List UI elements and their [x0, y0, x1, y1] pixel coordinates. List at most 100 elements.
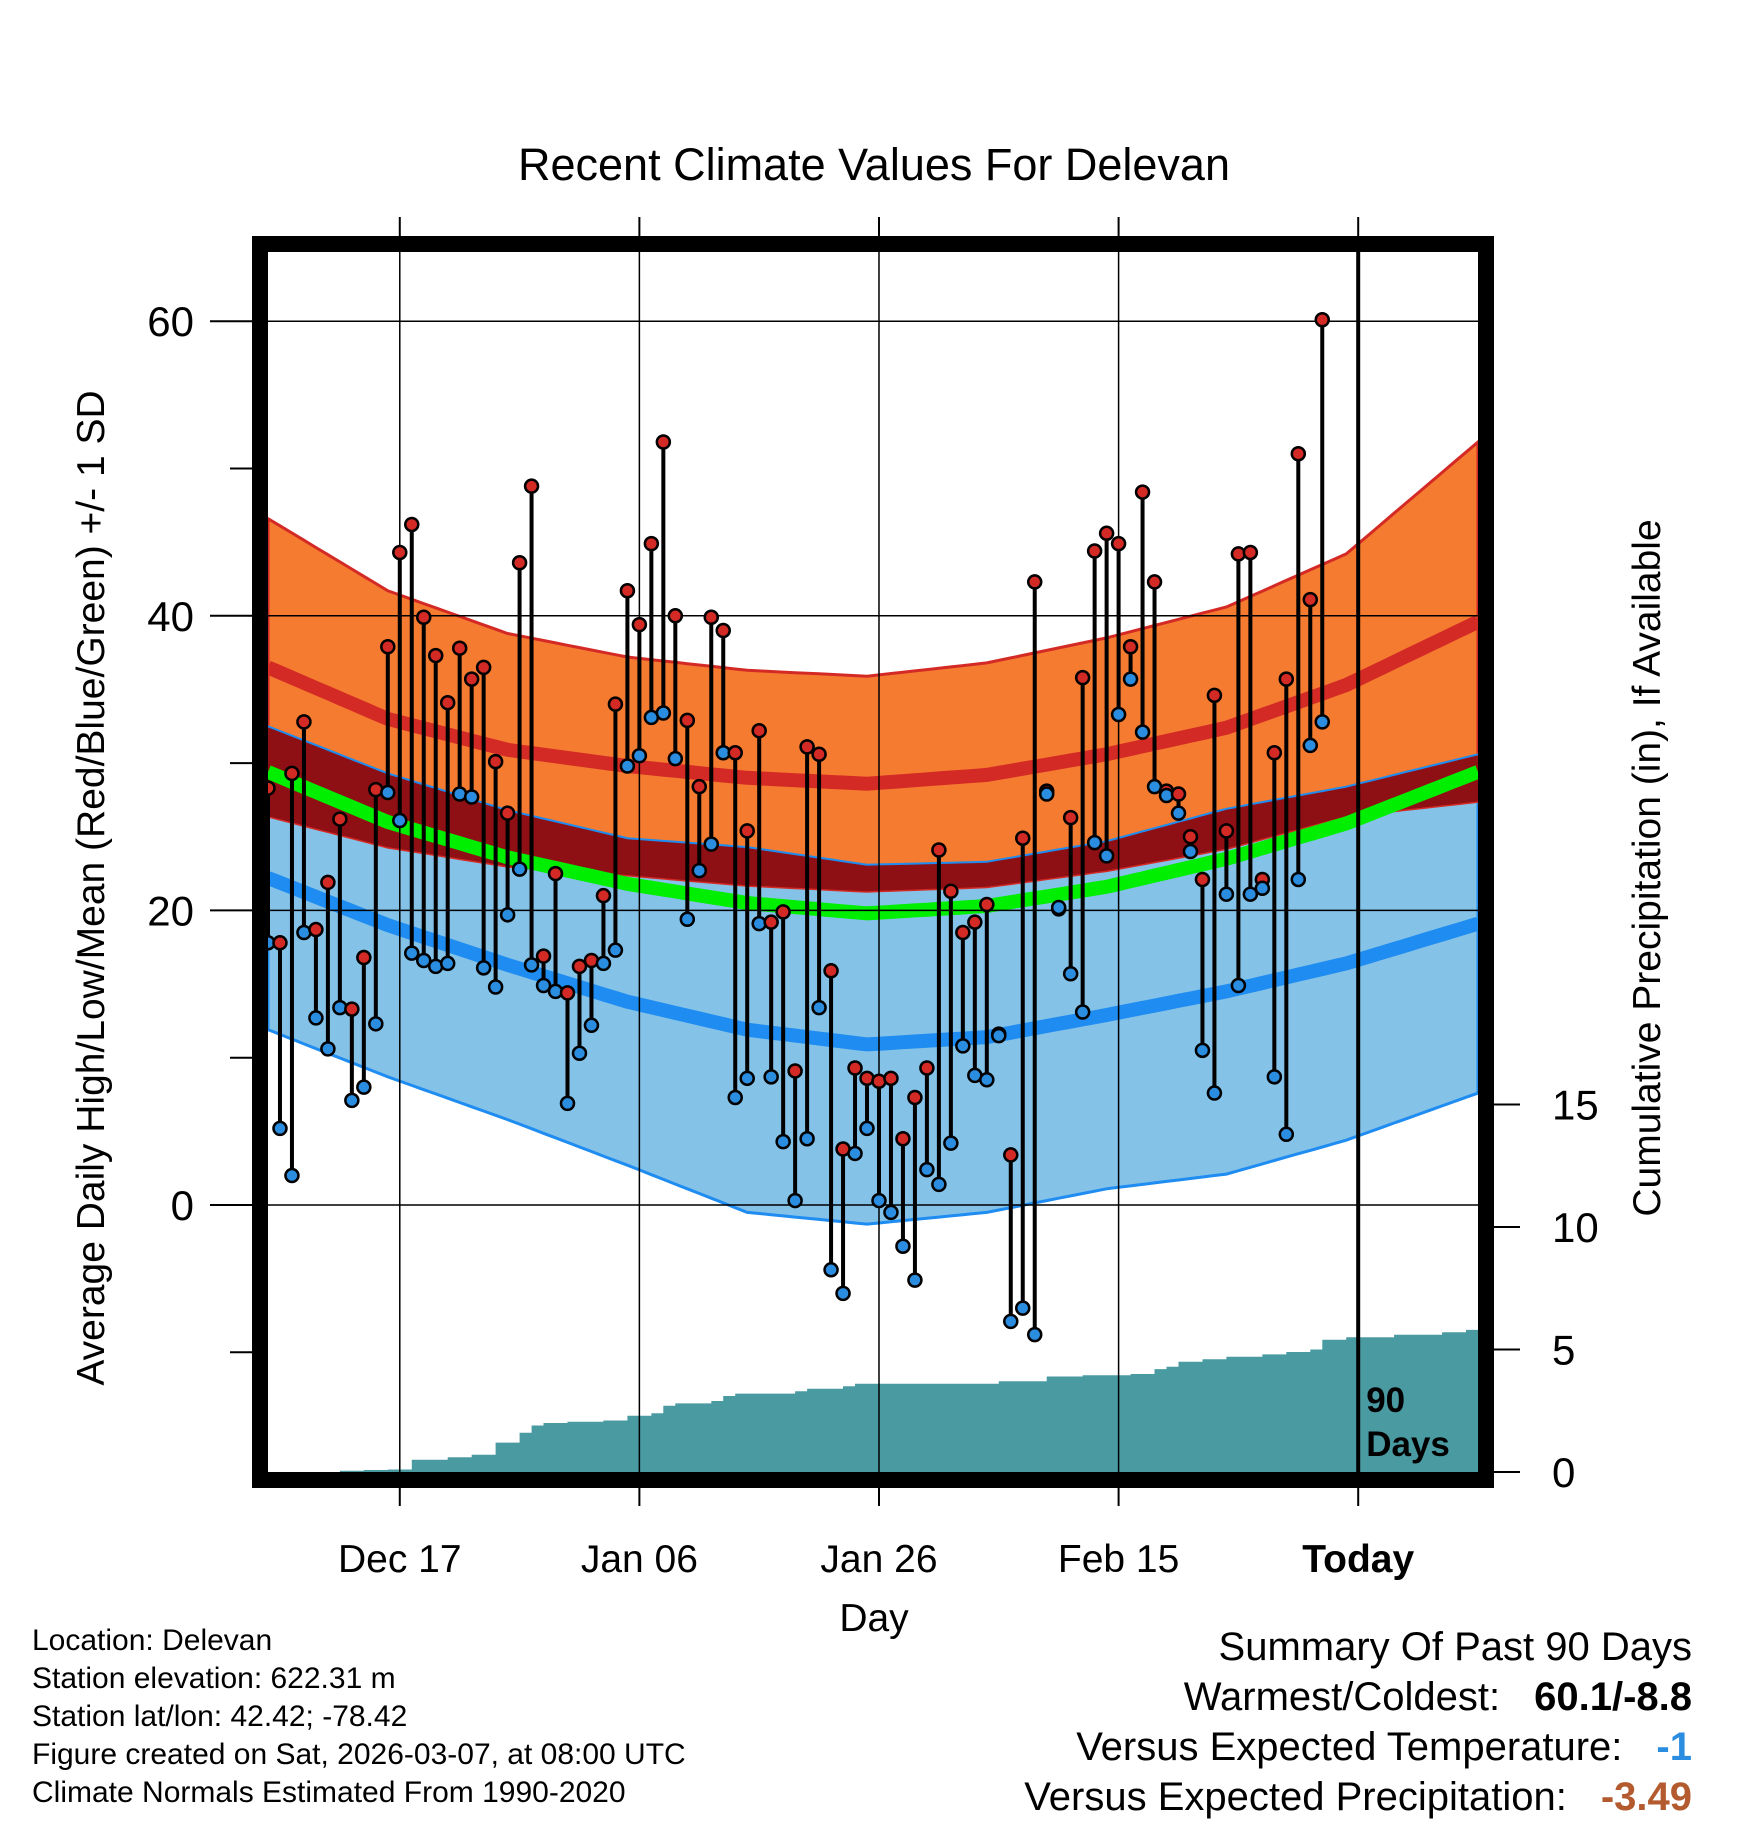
latlon-text: Station lat/lon: 42.42; -78.42	[32, 1700, 408, 1733]
daily-low-point	[919, 1161, 935, 1178]
daily-high-point	[272, 935, 288, 951]
daily-low-point	[1086, 834, 1103, 851]
created-text: Figure created on Sat, 2026-03-07, at 08…	[32, 1738, 686, 1771]
daily-high-point	[1098, 525, 1115, 542]
daily-high-point	[1242, 544, 1259, 561]
daily-high-point	[487, 753, 504, 770]
daily-low-point	[404, 945, 420, 961]
y-tick-label: 40	[147, 593, 194, 640]
daily-low-point	[703, 836, 720, 852]
daily-high-point	[1110, 535, 1127, 552]
summary-warmest-row: Warmest/Coldest: 60.1/-8.8	[1024, 1672, 1692, 1722]
daily-low-point	[272, 1120, 288, 1137]
daily-high-point	[787, 1063, 803, 1079]
daily-high-point	[979, 896, 995, 913]
daily-high-point	[667, 608, 684, 624]
daily-high-point	[955, 924, 971, 941]
daily-low-point	[392, 812, 408, 829]
daily-high-point	[907, 1089, 923, 1106]
daily-high-point	[427, 647, 444, 664]
daily-low-point	[1015, 1300, 1031, 1316]
daily-low-point	[511, 861, 528, 877]
daily-low-point	[1302, 737, 1319, 754]
daily-low-point	[679, 911, 696, 927]
elevation-text: Station elevation: 622.31 m	[32, 1662, 396, 1695]
daily-high-point	[463, 671, 480, 687]
daily-high-point	[1302, 591, 1319, 608]
daily-high-point	[439, 694, 456, 711]
daily-low-point	[1134, 724, 1151, 740]
daily-high-point	[511, 555, 528, 571]
daily-low-point	[1110, 706, 1127, 723]
daily-high-point	[1218, 823, 1235, 839]
x-axis-label: Day	[839, 1597, 909, 1640]
daily-high-point	[1182, 829, 1199, 845]
daily-low-point	[1290, 871, 1307, 888]
daily-high-point	[284, 765, 300, 782]
precip-anomaly-value: -3.49	[1600, 1775, 1692, 1819]
y2-tick-label: 10	[1552, 1204, 1599, 1251]
daily-low-point	[487, 979, 504, 995]
daily-low-point	[943, 1135, 959, 1151]
daily-low-point	[955, 1038, 971, 1054]
daily-high-point	[739, 823, 755, 839]
daily-high-point	[1086, 543, 1103, 559]
daily-low-point	[1026, 1326, 1043, 1343]
daily-high-point	[847, 1060, 863, 1076]
daily-high-point	[679, 712, 696, 729]
daily-low-point	[368, 1016, 384, 1032]
daily-low-point	[415, 952, 432, 969]
daily-low-point	[320, 1041, 336, 1057]
precip-area	[268, 1329, 1478, 1472]
daily-low-point	[284, 1167, 300, 1184]
daily-high-point	[559, 985, 576, 1001]
daily-high-point	[1278, 671, 1295, 687]
daily-high-point	[1026, 574, 1043, 590]
daily-high-point	[595, 887, 612, 904]
daily-low-point	[811, 999, 827, 1016]
x-tick-label: Feb 15	[1058, 1538, 1179, 1581]
daily-high-point	[811, 746, 827, 763]
daily-low-point	[859, 1120, 875, 1137]
y-axis-label: Average Daily High/Low/Mean (Red/Blue/Gr…	[70, 390, 113, 1385]
daily-high-point	[547, 865, 564, 882]
daily-low-point	[1003, 1313, 1019, 1330]
daily-high-point	[607, 696, 624, 712]
daily-low-point	[655, 705, 672, 721]
daily-high-point	[392, 544, 408, 561]
daily-low-point	[619, 758, 636, 774]
daily-high-point	[1003, 1147, 1019, 1163]
daily-high-point	[931, 842, 947, 858]
daily-high-point	[1194, 871, 1211, 888]
daily-high-point	[763, 914, 779, 930]
daily-low-point	[631, 747, 648, 764]
y2-tick-label: 15	[1552, 1082, 1599, 1129]
daily-low-point	[499, 907, 516, 923]
daily-low-point	[931, 1176, 947, 1193]
daily-low-point	[1278, 1126, 1295, 1143]
daily-high-point	[1170, 786, 1187, 802]
daily-high-point	[619, 583, 636, 599]
daily-high-point	[703, 609, 720, 626]
daily-low-point	[763, 1069, 779, 1085]
daily-low-point	[1182, 843, 1199, 860]
daily-low-point	[739, 1070, 755, 1087]
location-text: Location: Delevan	[32, 1624, 273, 1657]
daily-high-point	[751, 722, 767, 739]
daily-low-point	[1122, 671, 1139, 687]
daily-high-point	[631, 616, 648, 633]
precip-anomaly-label: Versus Expected Precipitation:	[1024, 1775, 1567, 1819]
daily-low-point	[979, 1072, 995, 1088]
daily-low-point	[1062, 965, 1079, 982]
summary-temp-row: Versus Expected Temperature: -1	[1024, 1722, 1692, 1772]
daily-low-point	[463, 789, 480, 805]
daily-low-point	[1074, 1004, 1091, 1020]
daily-high-point	[571, 958, 588, 975]
daily-high-point	[296, 714, 312, 730]
mean-temp-band	[268, 726, 1478, 892]
daily-high-point	[475, 659, 492, 676]
x-tick-label: Dec 17	[338, 1538, 462, 1581]
daily-high-point	[268, 780, 276, 796]
daily-low-point	[571, 1045, 588, 1062]
daily-high-point	[643, 535, 660, 552]
